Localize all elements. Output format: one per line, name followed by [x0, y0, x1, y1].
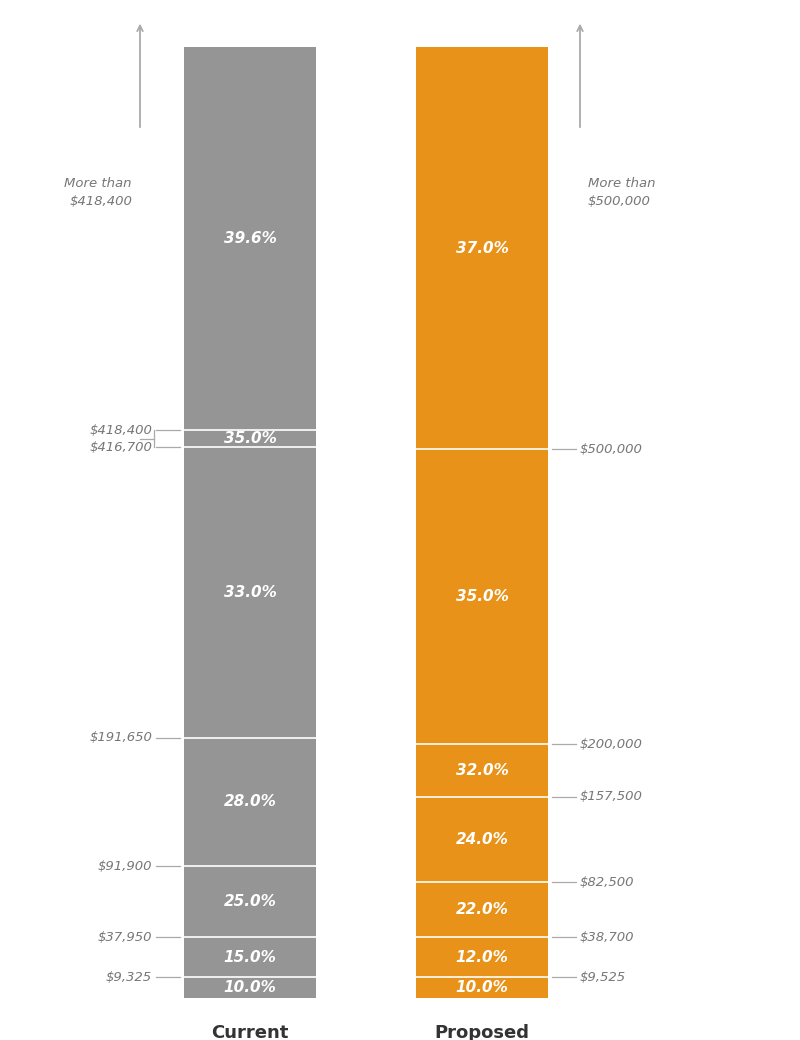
Text: $416,700: $416,700 [89, 441, 152, 453]
Text: 37.0%: 37.0% [455, 240, 509, 256]
Text: 24.0%: 24.0% [455, 832, 509, 847]
Text: 12.0%: 12.0% [455, 950, 509, 965]
Text: $9,325: $9,325 [106, 971, 152, 984]
Text: 35.0%: 35.0% [223, 432, 277, 446]
Bar [416, 449, 548, 745]
Text: $9,525: $9,525 [580, 971, 626, 984]
Text: $200,000: $200,000 [580, 737, 643, 751]
Text: More than
$418,400: More than $418,400 [65, 177, 132, 208]
Text: $157,500: $157,500 [580, 790, 643, 803]
Text: Proposed: Proposed [434, 1024, 530, 1040]
Bar [416, 882, 548, 937]
Text: 35.0%: 35.0% [455, 590, 509, 604]
Text: 10.0%: 10.0% [455, 981, 509, 995]
Bar [416, 797, 548, 882]
Text: $418,400: $418,400 [89, 423, 152, 437]
Text: $37,950: $37,950 [98, 931, 152, 944]
Text: $91,900: $91,900 [98, 860, 152, 873]
Text: $500,000: $500,000 [580, 443, 643, 456]
Text: 32.0%: 32.0% [455, 763, 509, 778]
Text: $191,650: $191,650 [89, 731, 152, 745]
Bar [184, 978, 316, 998]
Text: 10.0%: 10.0% [223, 981, 277, 995]
Text: $82,500: $82,500 [580, 876, 634, 889]
Bar [184, 447, 316, 737]
Text: Current: Current [211, 1024, 289, 1040]
Bar [184, 47, 316, 431]
Bar [416, 978, 548, 998]
Text: 25.0%: 25.0% [223, 894, 277, 909]
Bar [184, 431, 316, 447]
Bar [184, 737, 316, 866]
Bar [416, 745, 548, 797]
Text: 22.0%: 22.0% [455, 903, 509, 917]
Text: 15.0%: 15.0% [223, 950, 277, 965]
Text: 39.6%: 39.6% [223, 231, 277, 246]
Text: 28.0%: 28.0% [223, 795, 277, 809]
Bar [184, 937, 316, 978]
Bar [416, 937, 548, 978]
Text: 33.0%: 33.0% [223, 586, 277, 600]
Bar [416, 47, 548, 449]
Bar [184, 866, 316, 937]
Text: $38,700: $38,700 [580, 931, 634, 944]
Text: More than
$500,000: More than $500,000 [588, 177, 655, 208]
